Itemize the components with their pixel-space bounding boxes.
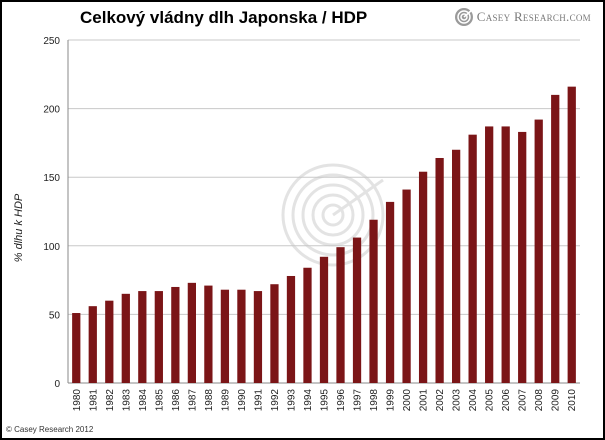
bar-1993 bbox=[286, 275, 296, 383]
y-tick-label: 50 bbox=[49, 310, 61, 321]
x-tick-label: 2008 bbox=[534, 389, 545, 412]
bar-2008 bbox=[534, 119, 543, 384]
copyright-text: © Casey Research 2012 bbox=[6, 425, 94, 434]
bar-2004 bbox=[468, 134, 477, 383]
bar-2000 bbox=[402, 189, 411, 383]
x-tick-label: 2007 bbox=[518, 389, 529, 412]
y-tick-label: 250 bbox=[43, 36, 60, 47]
bar-1997 bbox=[352, 237, 362, 383]
x-tick-label: 1989 bbox=[220, 389, 231, 412]
bar-2009 bbox=[551, 94, 560, 383]
bar-1998 bbox=[369, 219, 378, 383]
bar-1995 bbox=[319, 256, 329, 383]
x-tick-label: 1992 bbox=[270, 389, 281, 412]
x-tick-label: 1991 bbox=[253, 389, 264, 412]
y-tick-labels: 0 50 100 150 200 250 bbox=[43, 36, 60, 390]
x-tick-label: 1994 bbox=[303, 389, 314, 412]
bar-1985 bbox=[154, 291, 163, 383]
x-tick-label: 2010 bbox=[567, 389, 578, 412]
spiral-watermark-icon bbox=[281, 163, 385, 267]
x-tick-label: 1990 bbox=[237, 389, 248, 412]
x-tick-label: 2001 bbox=[419, 389, 430, 412]
bar-1996 bbox=[336, 247, 345, 383]
bar-2007 bbox=[518, 131, 527, 383]
casey-research-logo-icon bbox=[454, 8, 473, 26]
x-tick-label: 1998 bbox=[369, 389, 380, 412]
bars bbox=[72, 86, 576, 384]
bar-1989 bbox=[220, 289, 230, 383]
bar-2005 bbox=[485, 126, 494, 383]
x-tick-label: 2004 bbox=[468, 389, 479, 412]
x-tick-label: 1987 bbox=[187, 389, 198, 412]
x-tick-label: 1996 bbox=[336, 389, 347, 412]
x-tick-label: 1988 bbox=[204, 389, 215, 412]
x-tick-label: 1983 bbox=[121, 389, 132, 412]
bar-1991 bbox=[253, 291, 263, 383]
bar-1986 bbox=[171, 286, 180, 383]
bar-1987 bbox=[187, 282, 196, 383]
bar-1988 bbox=[204, 285, 213, 383]
bar-1980 bbox=[72, 313, 81, 383]
x-tick-label: 2000 bbox=[402, 389, 413, 412]
x-tick-label: 2003 bbox=[452, 389, 463, 412]
y-tick-label: 0 bbox=[54, 379, 60, 390]
bar-1983 bbox=[121, 293, 130, 383]
y-tick-label: 150 bbox=[43, 173, 60, 184]
y-tick-label: 100 bbox=[43, 242, 60, 253]
bar-2006 bbox=[501, 126, 510, 383]
y-tick-label: 200 bbox=[43, 105, 60, 116]
x-tick-label: 2002 bbox=[435, 389, 446, 412]
x-tick-label: 1982 bbox=[105, 389, 116, 412]
bar-1994 bbox=[303, 267, 312, 383]
x-tick-label: 1981 bbox=[88, 389, 99, 412]
x-tick-label: 2006 bbox=[501, 389, 512, 412]
bar-1981 bbox=[88, 306, 97, 383]
x-tick-label: 1980 bbox=[72, 389, 83, 412]
y-axis-label: % dlhu k HDP bbox=[13, 193, 25, 262]
x-tick-label: 1997 bbox=[353, 389, 364, 412]
bar-1982 bbox=[105, 300, 114, 383]
x-tick-label: 1993 bbox=[286, 389, 297, 412]
gridlines bbox=[67, 39, 580, 384]
bar-1992 bbox=[270, 284, 279, 383]
brand: Casey Research.com bbox=[454, 7, 591, 27]
bar-2003 bbox=[452, 149, 461, 383]
bar-2002 bbox=[435, 157, 444, 383]
bar-1990 bbox=[237, 289, 246, 383]
x-tick-label: 1985 bbox=[154, 389, 165, 412]
bar-2001 bbox=[418, 171, 428, 383]
x-tick-label: 1986 bbox=[171, 389, 182, 412]
bar-2010 bbox=[567, 86, 576, 383]
x-tick-label: 1995 bbox=[320, 389, 331, 412]
bar-1999 bbox=[385, 201, 395, 383]
x-tick-label: 2009 bbox=[551, 389, 562, 412]
bar-1984 bbox=[138, 291, 147, 383]
x-tick-label: 1984 bbox=[138, 389, 149, 412]
x-tick-labels: 1980 1981 1982 1983 1984 1985 1986 1987 1988 1989… bbox=[72, 389, 578, 412]
x-tick-label: 1999 bbox=[386, 389, 397, 412]
chart-title: Celkový vládny dlh Japonska / HDP bbox=[80, 8, 368, 27]
brand-name: Casey Research.com bbox=[476, 9, 591, 24]
x-tick-label: 2005 bbox=[485, 389, 496, 412]
